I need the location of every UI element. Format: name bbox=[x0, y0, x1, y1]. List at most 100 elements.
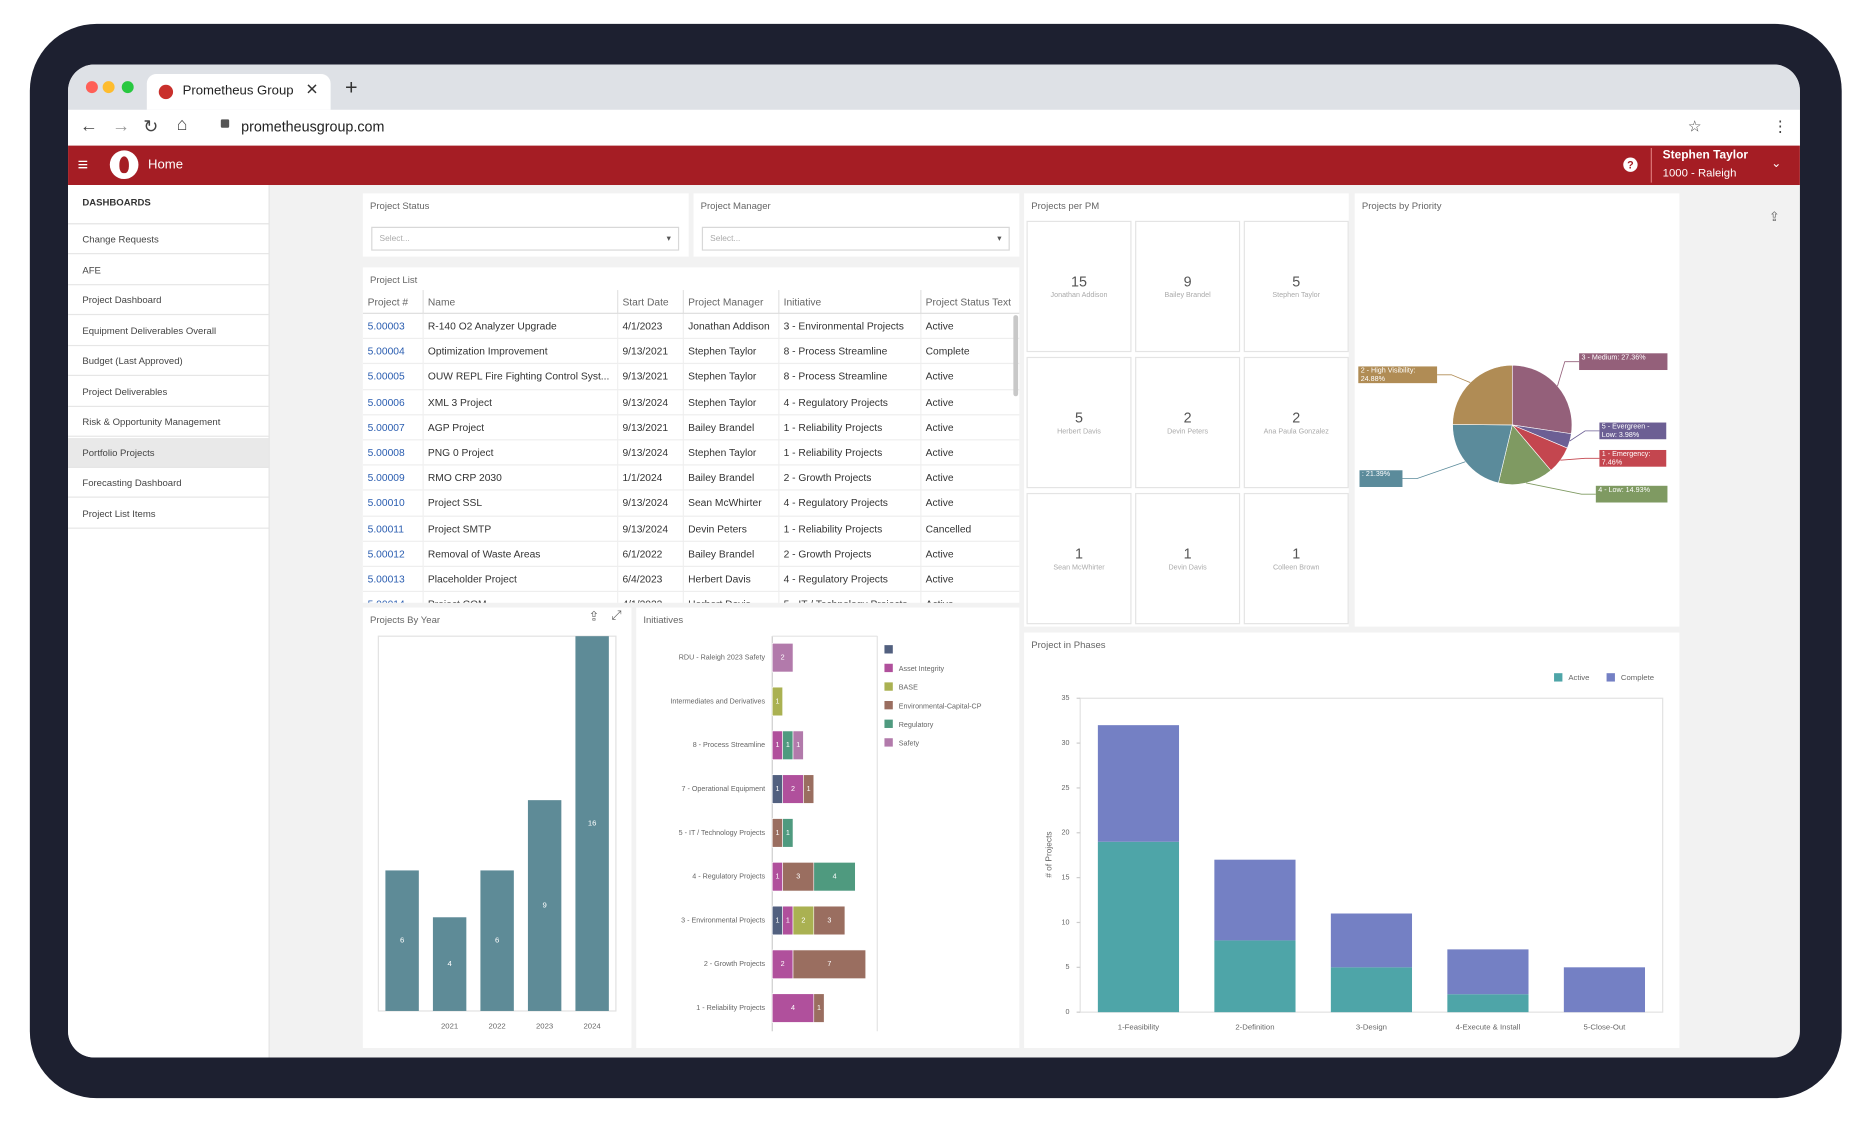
priority-panel: Projects by Priority bbox=[1354, 193, 1680, 627]
legend-label: Complete bbox=[1621, 673, 1654, 682]
project-link[interactable]: 5.00011 bbox=[362, 515, 424, 542]
pm-tile[interactable]: 9 Bailey Brandel bbox=[1135, 220, 1241, 353]
table-row[interactable]: 5.00012 Removal of Waste Areas 6/1/2022 Bai… bbox=[362, 540, 1020, 567]
forward-button[interactable]: → bbox=[112, 115, 131, 137]
menu-button[interactable]: ≡ bbox=[77, 155, 89, 176]
data-label: 3 bbox=[827, 916, 831, 924]
bar-segment bbox=[1214, 859, 1296, 941]
scrollbar[interactable] bbox=[1013, 315, 1019, 397]
project-link[interactable]: 5.00006 bbox=[362, 389, 424, 416]
column-header[interactable]: Start Date bbox=[617, 290, 684, 314]
pm-tile[interactable]: 15 Jonathan Addison bbox=[1026, 220, 1132, 353]
pm-tile[interactable]: 5 Stephen Taylor bbox=[1243, 220, 1349, 353]
y-tick-label: 20 bbox=[1061, 829, 1069, 837]
column-header[interactable]: Name bbox=[422, 290, 618, 314]
table-cell: Jonathan Addison bbox=[682, 313, 779, 340]
legend-swatch bbox=[884, 682, 893, 691]
table-row[interactable]: 5.00013 Placeholder Project 6/4/2023 Herber… bbox=[362, 566, 1020, 593]
close-dot[interactable] bbox=[85, 81, 98, 94]
table-row[interactable]: 5.00011 Project SMTP 9/13/2024 Devin Peters… bbox=[362, 515, 1020, 542]
column-header[interactable]: Project Manager bbox=[682, 290, 779, 314]
tab-close[interactable]: ✕ bbox=[305, 79, 319, 98]
expand-button[interactable]: ⤢ bbox=[611, 608, 622, 624]
table-row[interactable]: 5.00007 AGP Project 9/13/2021 Bailey Brande… bbox=[362, 414, 1020, 441]
table-cell: 4/1/2023 bbox=[617, 313, 684, 340]
filter-select[interactable]: Select... ▾ bbox=[701, 226, 1010, 251]
table-row[interactable]: 5.00014Project COM4/1/2022Herbert Davis5… bbox=[362, 591, 1020, 603]
sidebar-item[interactable]: Forecasting Dashboard bbox=[68, 468, 269, 498]
table-cell: Bailey Brandel bbox=[682, 540, 779, 567]
pm-tile[interactable]: 2 Devin Peters bbox=[1135, 356, 1241, 489]
pm-tile[interactable]: 1 Colleen Brown bbox=[1243, 492, 1349, 625]
table-row[interactable]: 5.00008 PNG 0 Project 9/13/2024 Stephen Tay… bbox=[362, 439, 1020, 466]
label-box bbox=[1359, 470, 1403, 487]
bookmark-star[interactable]: ☆ bbox=[1687, 116, 1702, 135]
pie-slice bbox=[1498, 424, 1552, 485]
project-link[interactable]: 5.00003 bbox=[362, 313, 424, 340]
sidebar-item[interactable]: AFE bbox=[68, 255, 269, 285]
share-button[interactable]: ⇪ bbox=[1768, 210, 1780, 225]
sidebar-item[interactable]: Project List Items bbox=[68, 498, 269, 529]
user-menu-chevron[interactable]: ⌄ bbox=[1771, 157, 1782, 171]
pm-tile[interactable]: 1 Sean McWhirter bbox=[1026, 492, 1132, 625]
new-tab[interactable]: + bbox=[344, 75, 358, 100]
pm-tile[interactable]: 5 Herbert Davis bbox=[1026, 356, 1132, 489]
leader-line bbox=[1526, 482, 1596, 495]
home-button[interactable]: ⌂ bbox=[176, 114, 188, 135]
sidebar-item[interactable]: Budget (Last Approved) bbox=[68, 346, 269, 376]
sidebar-item[interactable]: Change Requests bbox=[68, 224, 269, 255]
sidebar-item[interactable]: Project Deliverables bbox=[68, 377, 269, 407]
legend-swatch bbox=[884, 700, 893, 710]
reload-button[interactable]: ↻ bbox=[143, 116, 159, 138]
pm-tile[interactable]: 1 Devin Davis bbox=[1135, 492, 1241, 625]
table-cell: 9/13/2024 bbox=[617, 439, 684, 466]
export-button[interactable]: ⇪ bbox=[588, 609, 600, 625]
table-cell: Active bbox=[920, 439, 1020, 466]
x-tick-label: 2022 bbox=[489, 1022, 506, 1031]
leader-line bbox=[1560, 457, 1600, 461]
project-link[interactable]: 5.00009 bbox=[362, 465, 424, 491]
sidebar-item[interactable]: Project Dashboard bbox=[68, 285, 269, 316]
table-row[interactable]: 5.00003 R-140 O2 Analyzer Upgrade 4/1/2023… bbox=[362, 313, 1020, 340]
browser-menu[interactable]: ⋮ bbox=[1772, 116, 1788, 135]
x-tick-label: 2024 bbox=[584, 1022, 602, 1031]
back-button[interactable]: ← bbox=[79, 115, 98, 137]
project-link[interactable]: 5.00014 bbox=[362, 591, 424, 603]
user-name[interactable]: Stephen Taylor bbox=[1662, 149, 1749, 163]
tile-value: 1 bbox=[1292, 545, 1301, 563]
minimize-dot[interactable] bbox=[102, 81, 115, 94]
user-site: 1000 - Raleigh bbox=[1662, 167, 1737, 181]
project-link[interactable]: 5.00010 bbox=[362, 490, 424, 517]
sidebar-item[interactable]: Risk & Opportunity Management bbox=[68, 407, 269, 437]
help-button[interactable]: ? bbox=[1623, 157, 1638, 172]
project-link[interactable]: 5.00013 bbox=[362, 566, 424, 593]
maximize-dot[interactable] bbox=[121, 81, 134, 94]
project-link[interactable]: 5.00007 bbox=[362, 414, 424, 441]
table-cell: Active bbox=[920, 591, 1020, 603]
project-link[interactable]: 5.00005 bbox=[362, 363, 424, 390]
column-header[interactable]: Project Status Text bbox=[920, 290, 1020, 314]
sidebar-item[interactable]: Portfolio Projects bbox=[68, 437, 269, 468]
table-row[interactable]: 5.00004 Optimization Improvement 9/13/2021… bbox=[362, 338, 1020, 365]
url[interactable]: prometheusgroup.com bbox=[241, 118, 385, 135]
project-link[interactable]: 5.00012 bbox=[362, 540, 424, 567]
column-header[interactable]: Initiative bbox=[778, 290, 921, 314]
table-cell: 8 - Process Streamline bbox=[778, 338, 921, 365]
label-wrap: 1 - Emergency: 7.46% bbox=[1602, 451, 1651, 466]
project-link[interactable]: 5.00008 bbox=[362, 439, 424, 466]
project-link[interactable]: 5.00004 bbox=[362, 338, 424, 365]
table-cell: Active bbox=[920, 540, 1020, 567]
table-cell: Bailey Brandel bbox=[682, 414, 779, 441]
table-row[interactable]: 5.00009 RMO CRP 2030 1/1/2024 Bailey Brande… bbox=[362, 465, 1020, 491]
filter-select[interactable]: Select... ▾ bbox=[371, 226, 680, 251]
table-row[interactable]: 5.00006 XML 3 Project 9/13/2024 Stephen Tay… bbox=[362, 389, 1020, 416]
y-tick-label: 3 - Environmental Projects bbox=[681, 916, 765, 924]
pm-tile[interactable]: 2 Ana Paula Gonzalez bbox=[1243, 356, 1349, 489]
data-label: 1 bbox=[775, 916, 779, 924]
bar-segment bbox=[1330, 967, 1413, 1013]
sidebar-item[interactable]: Equipment Deliverables Overall bbox=[68, 316, 269, 346]
tab[interactable]: Prometheus Group ✕ bbox=[146, 74, 331, 110]
table-row[interactable]: 5.00005 OUW REPL Fire Fighting Control Sy… bbox=[362, 363, 1020, 390]
column-header[interactable]: Project # bbox=[362, 290, 424, 314]
table-row[interactable]: 5.00010 Project SSL 9/13/2024 Sean McWhirte… bbox=[362, 490, 1020, 517]
